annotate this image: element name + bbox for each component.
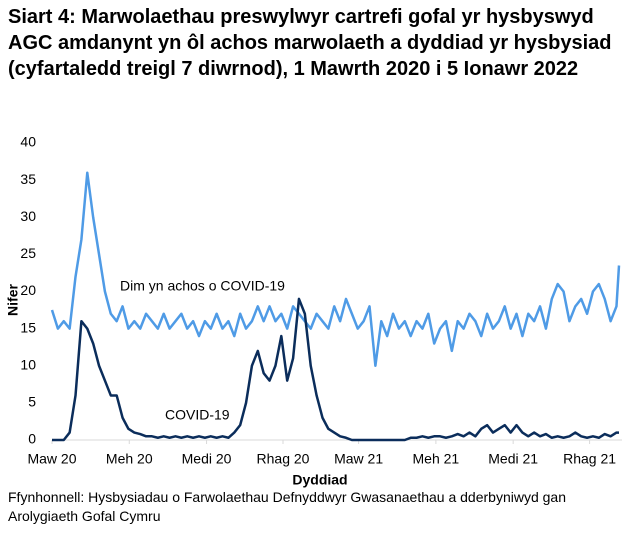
y-tick-label: 25 (20, 245, 36, 261)
y-tick-label: 15 (20, 319, 36, 335)
y-tick-label: 35 (20, 171, 36, 187)
chart-title: Siart 4: Marwolaethau preswylwyr cartref… (8, 6, 612, 80)
x-tick-label: Meh 20 (106, 451, 153, 467)
y-tick-label: 20 (20, 282, 36, 298)
y-axis-label: Nifer (5, 284, 21, 316)
y-tick-label: 5 (28, 394, 36, 410)
x-tick-label: Maw 20 (27, 451, 76, 467)
source-note: Ffynhonnell: Hysbysiadau o Farwolaethau … (8, 489, 566, 524)
y-tick-label: 40 (20, 134, 36, 150)
series-annotation: COVID-19 (165, 407, 230, 423)
y-tick-label: 0 (28, 431, 36, 447)
y-tick-label: 10 (20, 356, 36, 372)
x-tick-label: Meh 21 (413, 451, 460, 467)
x-tick-label: Rhag 21 (563, 451, 616, 467)
x-tick-label: Maw 21 (334, 451, 383, 467)
series-annotation: Dim yn achos o COVID-19 (120, 278, 285, 294)
x-tick-label: Medi 21 (488, 451, 538, 467)
x-tick-label: Medi 20 (182, 451, 232, 467)
series-line (52, 297, 619, 442)
x-axis-label: Dyddiad (292, 472, 347, 488)
series-line (50, 171, 621, 367)
y-tick-label: 30 (20, 208, 36, 224)
x-tick-label: Rhag 20 (257, 451, 310, 467)
